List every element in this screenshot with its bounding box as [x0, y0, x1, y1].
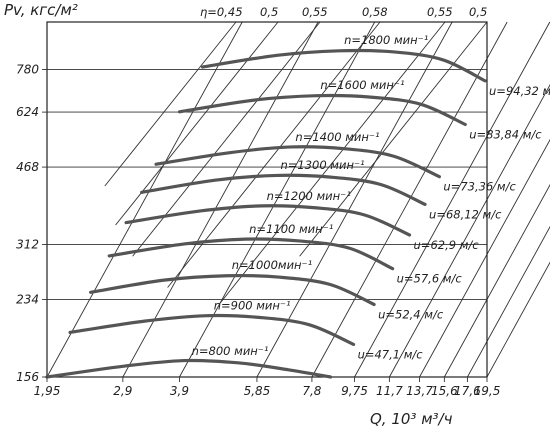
speed-label: u=73,36 м/с — [443, 180, 516, 194]
x-tick-label: 3,9 — [170, 384, 189, 398]
speed-curve — [89, 273, 376, 307]
rpm-label: n=1400 мин⁻¹ — [295, 130, 379, 144]
x-tick-label: 2,9 — [113, 384, 132, 398]
efficiency-label: 0,55 — [302, 5, 328, 19]
x-tick-label: 13,7 — [406, 384, 433, 398]
y-tick-label: 468 — [16, 160, 39, 174]
x-gridline — [256, 21, 453, 378]
y-tick-label: 780 — [16, 62, 39, 76]
x-gridline — [46, 21, 243, 378]
speed-label: u=68,12 м/с — [429, 207, 502, 221]
efficiency-label: 0,55 — [427, 5, 453, 19]
y-tick-label: 624 — [16, 105, 39, 119]
speed-curves — [45, 48, 487, 379]
efficiency-line — [104, 21, 237, 187]
x-tick-label: 19,5 — [474, 384, 501, 398]
speed-curve — [45, 358, 333, 379]
speed-label: u=47,1 м/с — [358, 347, 424, 361]
rpm-label: n=1000мин⁻¹ — [232, 258, 313, 272]
speed-curve — [177, 93, 467, 127]
efficiency-label: 0,58 — [362, 5, 388, 19]
x-axis-title: Q, 10³ м³/ч — [370, 410, 453, 428]
rpm-label: n=1200 мин⁻¹ — [267, 189, 351, 203]
speed-label: u=57,6 м/с — [397, 272, 463, 286]
y-axis-title: Pv, кгс/м² — [4, 1, 78, 19]
x-tick-label: 7,8 — [302, 384, 321, 398]
curve-labels: η=0,45 0,5 0,55 0,58 0,55 0,5 n=1800 мин⁻¹ u=94… — [192, 5, 550, 361]
x-tick-label: 15,6 — [431, 384, 458, 398]
rpm-label: n=1800 мин⁻¹ — [344, 33, 428, 47]
speed-curve — [124, 204, 412, 237]
x-tick-label: 17,6 — [454, 384, 481, 398]
speed-curve — [107, 237, 395, 271]
speed-label: u=52,4 м/с — [378, 307, 444, 321]
x-gridline — [467, 225, 550, 378]
efficiency-label: 0,5 — [260, 5, 278, 19]
y-tick-label: 312 — [16, 238, 39, 252]
y-tick-label: 234 — [16, 293, 39, 307]
speed-label: u=83,84 м/с — [469, 127, 542, 141]
speed-curve — [154, 145, 441, 179]
x-gridline — [311, 21, 508, 378]
rpm-label: n=900 мин⁻¹ — [214, 298, 291, 312]
efficiency-line — [299, 21, 488, 257]
speed-curve — [140, 173, 427, 206]
speed-curve — [68, 313, 356, 347]
efficiency-line — [115, 21, 279, 226]
x-tick-label: 1,95 — [34, 384, 61, 398]
x-gridline — [179, 21, 376, 378]
speed-label: u=94,32 м/с — [489, 84, 550, 98]
speed-curve — [200, 48, 487, 83]
x-gridline — [122, 21, 319, 378]
x-gridline — [354, 21, 550, 378]
rpm-label: n=800 мин⁻¹ — [192, 344, 269, 358]
rpm-label: n=1600 мин⁻¹ — [320, 78, 404, 92]
plot-frame — [46, 21, 488, 378]
efficiency-line — [219, 21, 446, 304]
y-tick-label: 156 — [16, 370, 39, 384]
x-gridline — [486, 261, 550, 378]
rpm-label: n=1100 мин⁻¹ — [249, 222, 333, 236]
x-gridline — [443, 183, 550, 378]
x-tick-label: 9,75 — [341, 384, 368, 398]
speed-label: u=62,9 м/с — [414, 238, 480, 252]
x-tick-label: 11,7 — [376, 384, 403, 398]
efficiency-label: η=0,45 — [200, 5, 243, 19]
rpm-label: n=1300 мин⁻¹ — [280, 158, 364, 172]
x-gridline — [419, 138, 550, 378]
x-tick-label: 5,85 — [244, 384, 271, 398]
efficiency-label: 0,5 — [469, 5, 487, 19]
